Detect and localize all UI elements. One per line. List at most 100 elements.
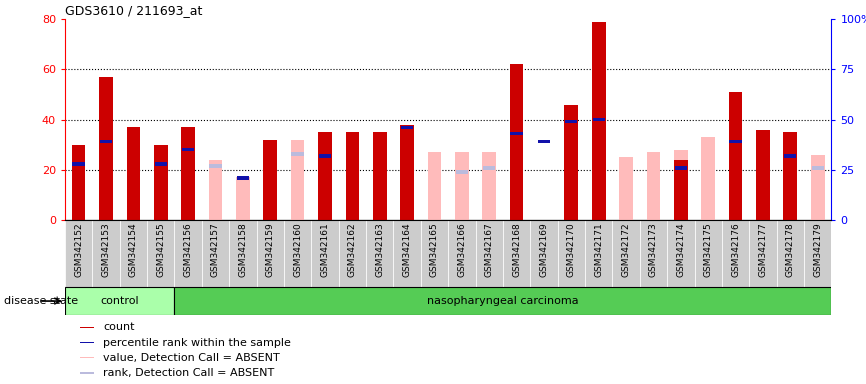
Bar bbox=[318, 132, 332, 220]
Bar bbox=[777, 220, 804, 287]
Bar bbox=[449, 220, 475, 287]
Bar bbox=[81, 372, 94, 374]
Text: rank, Detection Call = ABSENT: rank, Detection Call = ABSENT bbox=[103, 368, 275, 378]
Bar bbox=[202, 220, 229, 287]
Text: GSM342173: GSM342173 bbox=[649, 222, 658, 277]
Bar bbox=[181, 127, 195, 220]
Bar bbox=[174, 287, 831, 315]
Bar bbox=[675, 166, 687, 170]
Bar bbox=[209, 160, 223, 220]
Bar bbox=[366, 220, 393, 287]
Bar bbox=[182, 148, 194, 152]
Bar bbox=[749, 220, 777, 287]
Bar bbox=[236, 177, 249, 220]
Text: GSM342168: GSM342168 bbox=[512, 222, 521, 277]
Bar bbox=[100, 140, 113, 144]
Bar bbox=[93, 220, 120, 287]
Bar bbox=[292, 152, 304, 156]
Text: GSM342152: GSM342152 bbox=[74, 222, 83, 277]
Text: count: count bbox=[103, 322, 135, 332]
Bar bbox=[400, 125, 414, 220]
Text: GSM342161: GSM342161 bbox=[320, 222, 329, 277]
Bar bbox=[236, 176, 249, 180]
Bar bbox=[510, 132, 523, 136]
Bar bbox=[174, 220, 202, 287]
Bar bbox=[784, 154, 797, 157]
Text: GSM342176: GSM342176 bbox=[731, 222, 740, 277]
Bar bbox=[72, 145, 86, 220]
Bar bbox=[154, 145, 168, 220]
Bar bbox=[319, 154, 331, 157]
Text: value, Detection Call = ABSENT: value, Detection Call = ABSENT bbox=[103, 353, 280, 363]
Text: GDS3610 / 211693_at: GDS3610 / 211693_at bbox=[65, 3, 203, 17]
Bar bbox=[155, 162, 167, 166]
Bar bbox=[701, 137, 715, 220]
Text: GSM342165: GSM342165 bbox=[430, 222, 439, 277]
Text: GSM342159: GSM342159 bbox=[266, 222, 275, 277]
Bar bbox=[65, 287, 174, 315]
Bar bbox=[585, 220, 612, 287]
Text: GSM342162: GSM342162 bbox=[348, 222, 357, 277]
Text: GSM342154: GSM342154 bbox=[129, 222, 138, 277]
Bar bbox=[482, 152, 496, 220]
Bar bbox=[81, 327, 94, 328]
Bar bbox=[728, 92, 742, 220]
Bar bbox=[483, 166, 495, 170]
Text: GSM342157: GSM342157 bbox=[211, 222, 220, 277]
Bar bbox=[640, 220, 667, 287]
Bar bbox=[311, 220, 339, 287]
Bar bbox=[722, 220, 749, 287]
Bar bbox=[147, 220, 174, 287]
Bar bbox=[284, 220, 311, 287]
Bar bbox=[538, 140, 550, 144]
Bar bbox=[565, 104, 578, 220]
Bar bbox=[100, 77, 113, 220]
Bar bbox=[81, 357, 94, 358]
Text: GSM342170: GSM342170 bbox=[567, 222, 576, 277]
Text: GSM342166: GSM342166 bbox=[457, 222, 466, 277]
Bar bbox=[73, 162, 85, 166]
Bar bbox=[339, 220, 366, 287]
Bar bbox=[756, 130, 770, 220]
Bar bbox=[475, 220, 503, 287]
Bar bbox=[811, 166, 824, 170]
Bar bbox=[503, 220, 530, 287]
Bar bbox=[126, 127, 140, 220]
Bar bbox=[393, 220, 421, 287]
Text: GSM342177: GSM342177 bbox=[759, 222, 767, 277]
Bar bbox=[592, 118, 604, 121]
Bar bbox=[674, 150, 688, 220]
Bar bbox=[530, 220, 558, 287]
Text: GSM342179: GSM342179 bbox=[813, 222, 822, 277]
Text: GSM342156: GSM342156 bbox=[184, 222, 192, 277]
Bar bbox=[455, 152, 469, 220]
Bar bbox=[804, 220, 831, 287]
Text: GSM342174: GSM342174 bbox=[676, 222, 685, 277]
Text: GSM342155: GSM342155 bbox=[156, 222, 165, 277]
Bar bbox=[210, 164, 222, 167]
Text: GSM342163: GSM342163 bbox=[375, 222, 385, 277]
Bar bbox=[421, 220, 449, 287]
Bar bbox=[81, 342, 94, 343]
Text: GSM342164: GSM342164 bbox=[403, 222, 411, 277]
Bar bbox=[667, 220, 695, 287]
Text: control: control bbox=[100, 296, 139, 306]
Bar bbox=[510, 65, 523, 220]
Bar bbox=[346, 132, 359, 220]
Text: GSM342169: GSM342169 bbox=[540, 222, 548, 277]
Text: GSM342158: GSM342158 bbox=[238, 222, 248, 277]
Bar bbox=[229, 220, 256, 287]
Bar bbox=[612, 220, 640, 287]
Text: GSM342175: GSM342175 bbox=[704, 222, 713, 277]
Bar bbox=[263, 140, 277, 220]
Bar bbox=[401, 126, 413, 129]
Bar bbox=[784, 132, 797, 220]
Text: GSM342171: GSM342171 bbox=[594, 222, 604, 277]
Bar bbox=[729, 140, 741, 144]
Text: percentile rank within the sample: percentile rank within the sample bbox=[103, 338, 291, 348]
Bar bbox=[558, 220, 585, 287]
Bar bbox=[591, 22, 605, 220]
Bar bbox=[65, 220, 93, 287]
Bar bbox=[565, 120, 578, 123]
Text: nasopharyngeal carcinoma: nasopharyngeal carcinoma bbox=[427, 296, 578, 306]
